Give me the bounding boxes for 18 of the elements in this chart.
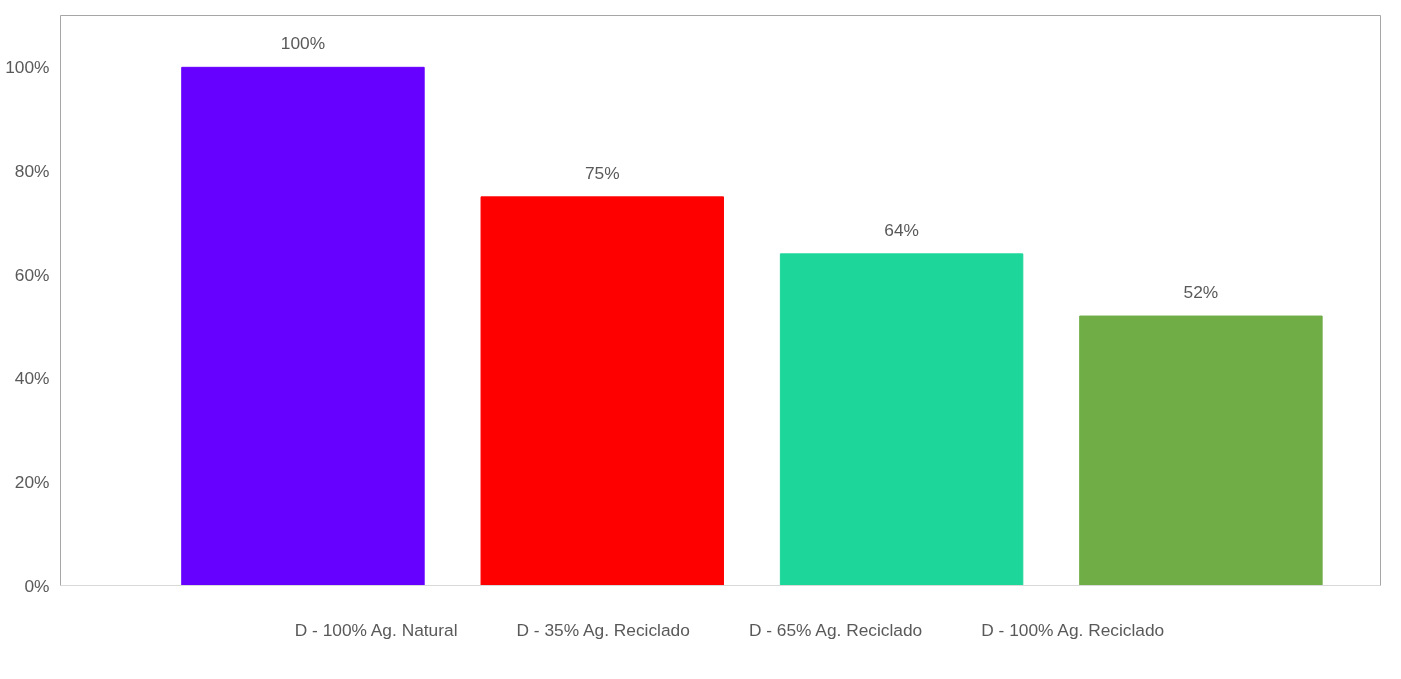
data-label: 100% xyxy=(280,33,326,54)
y-tick-label: 20% xyxy=(14,471,50,492)
bar xyxy=(1079,315,1323,586)
series-label: D - 65% Ag. Reciclado xyxy=(748,619,923,641)
y-tick-label: 40% xyxy=(14,368,50,389)
bar xyxy=(181,66,425,586)
y-tick-label: 0% xyxy=(24,575,50,596)
data-label: 75% xyxy=(584,162,620,183)
series-label: D - 100% Ag. Reciclado xyxy=(981,619,1165,641)
y-tick-label: 80% xyxy=(14,160,50,181)
series-label: D - 100% Ag. Natural xyxy=(294,619,458,641)
series-label: D - 35% Ag. Reciclado xyxy=(516,619,690,641)
y-tick-label: 60% xyxy=(14,264,50,285)
data-label: 64% xyxy=(884,219,919,240)
data-label: 52% xyxy=(1183,282,1219,303)
y-tick-label: 100% xyxy=(5,57,50,78)
bar xyxy=(480,196,724,586)
bar xyxy=(779,253,1024,586)
